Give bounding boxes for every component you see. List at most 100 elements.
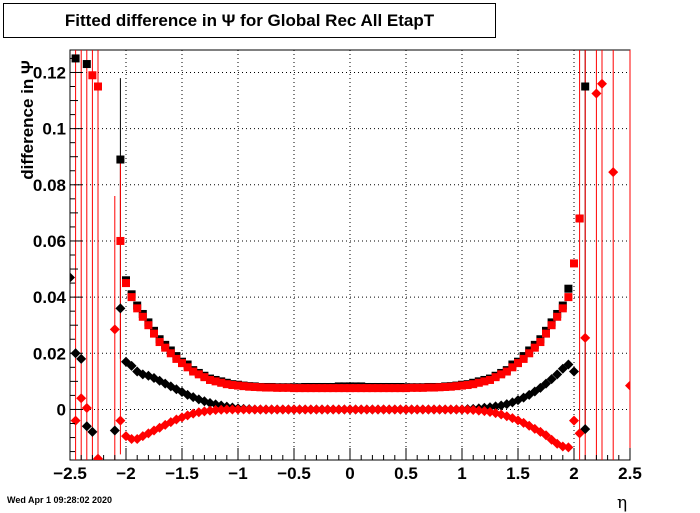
data-point-diamond bbox=[93, 453, 103, 460]
error-bars bbox=[75, 50, 631, 460]
data-point-square bbox=[362, 384, 371, 393]
data-point-square bbox=[127, 293, 136, 302]
data-point-square bbox=[564, 284, 573, 293]
data-point-square bbox=[250, 382, 259, 391]
data-point-square bbox=[581, 82, 590, 91]
data-point-square bbox=[519, 354, 528, 363]
data-point-diamond bbox=[345, 404, 355, 415]
data-point-square bbox=[346, 384, 354, 393]
data-point-diamond bbox=[238, 404, 249, 415]
data-point-diamond bbox=[361, 404, 372, 415]
data-point-square bbox=[306, 384, 315, 393]
data-point-square bbox=[166, 349, 175, 358]
data-point-diamond bbox=[367, 404, 378, 415]
x-tick-label: 2.5 bbox=[618, 464, 642, 483]
data-point-square bbox=[256, 383, 265, 392]
data-point-diamond bbox=[322, 404, 333, 415]
x-tick-label: 0 bbox=[345, 464, 354, 483]
data-point-square bbox=[200, 373, 209, 382]
data-point-square bbox=[334, 384, 343, 393]
data-point-square bbox=[138, 312, 147, 321]
x-tick-label: −2.5 bbox=[53, 464, 87, 483]
data-point-square bbox=[502, 367, 511, 376]
data-point-square bbox=[323, 384, 332, 393]
x-tick-label: 2 bbox=[569, 464, 578, 483]
data-point-square bbox=[390, 384, 399, 393]
data-point-diamond bbox=[569, 415, 579, 426]
data-point-square bbox=[508, 363, 517, 372]
grid-lines bbox=[69, 50, 631, 460]
data-point-square bbox=[290, 384, 298, 393]
data-point-square bbox=[547, 321, 556, 330]
x-axis-label: η bbox=[617, 493, 628, 513]
y-tick-label: 0.1 bbox=[42, 120, 66, 139]
data-point-diamond bbox=[417, 404, 428, 415]
data-point-square bbox=[424, 383, 433, 392]
x-tick-label: −1 bbox=[228, 464, 247, 483]
data-point-diamond bbox=[283, 404, 294, 415]
data-point-diamond bbox=[580, 332, 591, 343]
data-point-diamond bbox=[440, 404, 451, 415]
y-tick-label: 0.08 bbox=[33, 176, 66, 195]
data-point-diamond bbox=[305, 404, 316, 415]
data-point-diamond bbox=[311, 404, 322, 415]
data-point-square bbox=[413, 383, 422, 392]
data-point-diamond bbox=[462, 404, 473, 415]
y-tick-label: 0.12 bbox=[33, 63, 66, 82]
data-point-square bbox=[116, 155, 125, 164]
data-point-diamond bbox=[546, 374, 557, 385]
data-point-square bbox=[441, 382, 450, 391]
data-point-diamond bbox=[70, 272, 75, 283]
data-point-diamond bbox=[569, 366, 579, 377]
data-point-square bbox=[122, 279, 130, 288]
data-point-diamond bbox=[109, 425, 120, 436]
data-point-square bbox=[228, 381, 237, 390]
data-point-square bbox=[301, 384, 310, 393]
data-point-diamond bbox=[81, 403, 92, 414]
data-point-diamond bbox=[210, 405, 221, 416]
data-point-diamond bbox=[76, 353, 87, 364]
data-point-square bbox=[116, 236, 125, 245]
data-point-square bbox=[234, 381, 242, 390]
data-point-diamond bbox=[423, 404, 434, 415]
data-point-square bbox=[536, 338, 545, 347]
data-point-square bbox=[480, 377, 489, 386]
y-tick-label: 0 bbox=[57, 400, 66, 419]
data-point-square bbox=[189, 367, 198, 376]
data-point-square bbox=[491, 373, 500, 382]
data-point-square bbox=[155, 338, 164, 347]
data-point-square bbox=[452, 382, 461, 391]
data-point-diamond bbox=[115, 303, 126, 314]
data-point-square bbox=[194, 370, 203, 379]
data-point-diamond bbox=[434, 404, 445, 415]
data-point-diamond bbox=[317, 404, 327, 415]
data-point-square bbox=[206, 375, 214, 384]
chart-title: Fitted difference in Ψ for Global Rec Al… bbox=[64, 10, 435, 30]
data-point-diamond bbox=[272, 404, 283, 415]
data-point-square bbox=[211, 377, 220, 386]
data-point-diamond bbox=[205, 405, 215, 416]
data-point-square bbox=[351, 384, 360, 393]
data-point-diamond bbox=[81, 421, 92, 432]
axis-ticks: −2.5 −2 −1.5 −1 −0.5 0 0.5 1 1.5 2 2.5 0 0.02 0.04 0.0… bbox=[33, 57, 642, 483]
data-point-square bbox=[474, 378, 483, 387]
data-point-square bbox=[458, 381, 466, 390]
data-point-square bbox=[514, 359, 522, 368]
data-point-square bbox=[530, 343, 539, 352]
x-tick-label: −1.5 bbox=[165, 464, 199, 483]
data-point-diamond bbox=[563, 442, 574, 453]
data-point-square bbox=[144, 321, 153, 330]
data-point-diamond bbox=[356, 404, 367, 415]
data-point-diamond bbox=[457, 404, 467, 415]
data-point-square bbox=[295, 384, 304, 393]
data-point-square bbox=[278, 383, 287, 392]
data-point-diamond bbox=[233, 404, 243, 415]
data-point-diamond bbox=[227, 404, 238, 415]
data-point-diamond bbox=[429, 404, 439, 415]
x-tick-label: −2 bbox=[116, 464, 135, 483]
timestamp: Wed Apr 1 09:28:02 2020 bbox=[7, 495, 113, 505]
data-point-diamond bbox=[389, 404, 400, 415]
y-tick-label: 0.04 bbox=[33, 288, 67, 307]
data-point-diamond bbox=[412, 404, 423, 415]
